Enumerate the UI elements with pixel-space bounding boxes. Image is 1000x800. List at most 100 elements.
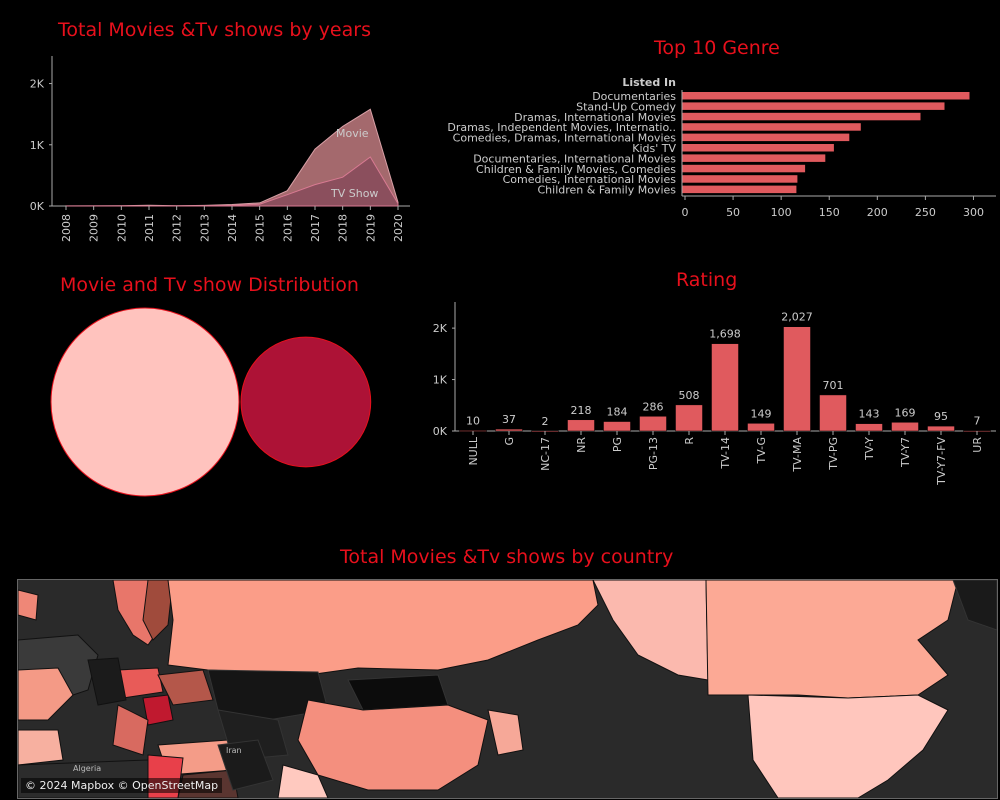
rating-bar [963, 430, 991, 432]
genre-bar [682, 123, 861, 131]
years-x-tick-label: 2010 [115, 214, 128, 242]
rating-y-tick-label: 1K [433, 374, 448, 387]
years-x-tick-label: 2012 [171, 214, 184, 242]
map-region-kazakhstan[interactable] [207, 669, 329, 721]
genre-x-tick-label: 100 [771, 206, 792, 219]
genre-bar [682, 175, 798, 183]
years-x-tick-label: 2008 [60, 214, 73, 242]
years-series-label-movie: Movie [336, 127, 369, 140]
rating-data-label: 149 [751, 407, 772, 420]
map-label-algeria: Algeria [73, 764, 102, 773]
rating-bar [819, 394, 847, 432]
rating-bar [927, 425, 955, 432]
years-x-tick-label: 2015 [254, 214, 267, 242]
map-label-iran: Iran [226, 746, 242, 755]
distribution-chart-title: Movie and Tv show Distribution [60, 274, 359, 296]
map-shapes [18, 580, 997, 798]
rating-data-label: 2 [542, 415, 549, 428]
map-attribution[interactable]: © 2024 Mapbox © OpenStreetMap [21, 778, 223, 793]
distribution-bubble-tv-show [240, 336, 372, 468]
years-area-movie [65, 108, 399, 207]
genre-category-label: Kids' TV [632, 142, 676, 155]
rating-bar [675, 404, 703, 432]
map-region-romania[interactable] [142, 694, 174, 726]
rating-category-label: TV-G [755, 437, 768, 465]
rating-data-label: 508 [679, 389, 700, 402]
distribution-bubble-movie [50, 307, 240, 497]
genre-chart-title: Top 10 Genre [654, 37, 780, 59]
map-region-russia[interactable] [167, 580, 599, 676]
genre-bar [682, 112, 921, 121]
rating-category-label: PG [611, 437, 624, 452]
genre-category-label: Documentaries, International Movies [473, 152, 676, 165]
rating-category-label: PG-13 [647, 437, 660, 470]
map-region-central-europe[interactable] [87, 657, 127, 706]
rating-bar [495, 428, 523, 432]
genre-category-label: Dramas, Independent Movies, Internatio.. [447, 121, 676, 134]
genre-bar [682, 154, 826, 162]
genre-category-label: Children & Family Movies, Comedies [476, 163, 676, 176]
genre-bar [682, 164, 806, 173]
rating-category-label: G [503, 437, 516, 446]
genre-x-tick-label: 300 [963, 206, 984, 219]
years-y-tick-label: 2K [30, 78, 45, 91]
rating-data-label: 169 [895, 406, 916, 419]
genre-x-tick-label: 150 [819, 206, 840, 219]
genre-category-label: Comedies, International Movies [503, 173, 677, 186]
years-x-tick-label: 2013 [198, 214, 211, 242]
rating-data-label: 184 [607, 406, 628, 419]
map-region-china[interactable] [297, 699, 489, 791]
rating-bar [783, 326, 811, 432]
rating-category-label: UR [971, 437, 984, 453]
genre-x-tick-label: 50 [726, 206, 740, 219]
genre-x-tick-label: 0 [682, 206, 689, 219]
rating-data-label: 143 [859, 408, 880, 421]
country-choropleth-map[interactable]: Algeria Iran [17, 579, 998, 799]
map-region-canada[interactable] [705, 580, 959, 699]
genre-category-label: Children & Family Movies [537, 184, 676, 197]
rating-bar [639, 416, 667, 432]
map-region-ukraine[interactable] [157, 669, 214, 706]
genre-y-axis-title: Listed In [622, 76, 676, 89]
genre-category-label: Stand-Up Comedy [576, 100, 676, 113]
map-region-greenland[interactable] [952, 580, 997, 631]
map-region-finland[interactable] [142, 580, 174, 641]
map-region-alaska[interactable] [592, 580, 709, 681]
map-region-uk[interactable] [18, 589, 39, 621]
map-region-india[interactable] [277, 764, 329, 798]
genre-bar [682, 144, 834, 152]
rating-bar [531, 430, 559, 433]
rating-data-label: 218 [571, 404, 592, 417]
map-region-korea-japan[interactable] [487, 709, 524, 756]
map-region-france[interactable] [18, 667, 74, 721]
rating-data-label: 286 [643, 400, 664, 413]
rating-category-label: TV-Y7-FV [935, 437, 948, 486]
rating-data-label: 701 [823, 379, 844, 392]
rating-data-label: 1,698 [709, 328, 741, 341]
rating-bar [855, 423, 883, 432]
genre-bar [682, 92, 970, 100]
rating-category-label: R [683, 437, 696, 445]
rating-data-label: 7 [974, 415, 981, 428]
rating-y-tick-label: 2K [433, 322, 448, 335]
rating-bar [891, 422, 919, 432]
map-region-mongolia[interactable] [347, 674, 449, 711]
years-x-tick-label: 2014 [226, 214, 239, 242]
years-area-tv-show [65, 156, 399, 207]
rating-data-label: 10 [466, 414, 480, 427]
map-region-balkans[interactable] [112, 704, 149, 756]
rating-data-label: 95 [934, 410, 948, 423]
genre-category-label: Documentaries [592, 90, 676, 103]
rating-bar [747, 423, 775, 432]
rating-bar [711, 343, 739, 432]
rating-category-label: TV-Y7 [899, 437, 912, 468]
years-x-tick-label: 2018 [337, 214, 350, 242]
map-region-iran[interactable] [217, 739, 274, 791]
map-region-spain[interactable] [18, 729, 64, 766]
genre-category-label: Comedies, Dramas, International Movies [453, 132, 677, 145]
rating-category-label: NR [575, 437, 588, 453]
rating-category-label: TV-MA [791, 437, 804, 473]
map-region-usa[interactable] [747, 694, 949, 798]
years-y-tick-label: 1K [30, 139, 45, 152]
rating-category-label: NC-17 [539, 437, 552, 471]
